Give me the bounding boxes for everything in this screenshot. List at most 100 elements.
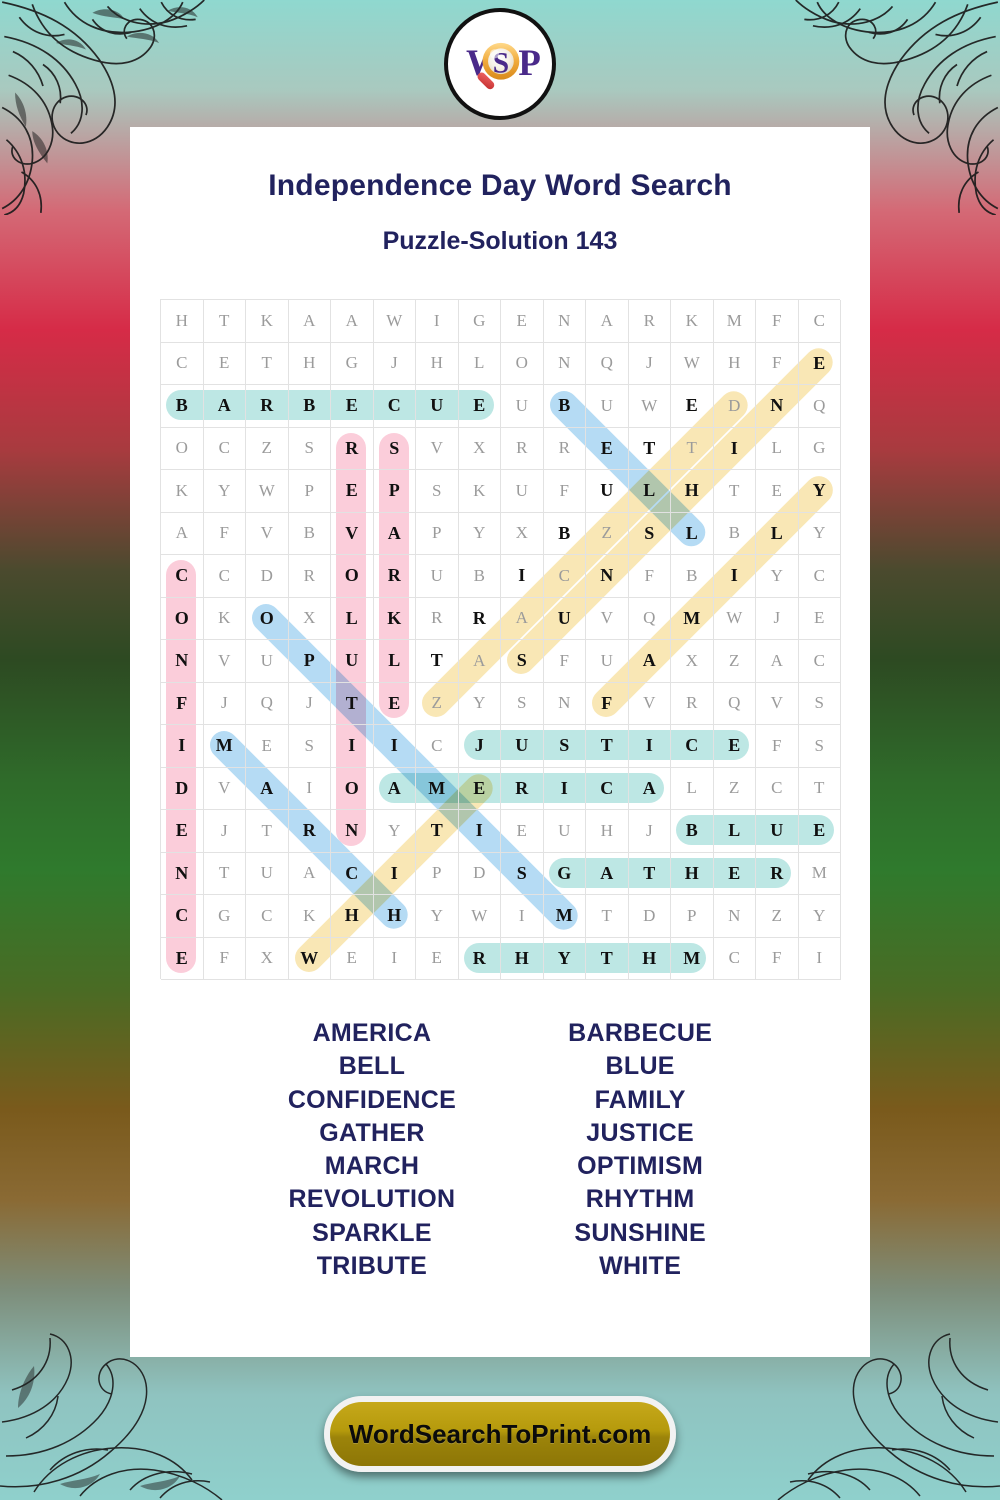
- grid-cell[interactable]: R: [501, 767, 544, 810]
- grid-cell[interactable]: Q: [628, 597, 671, 640]
- grid-cell[interactable]: H: [373, 895, 416, 938]
- grid-cell[interactable]: S: [543, 725, 586, 768]
- grid-cell[interactable]: D: [628, 895, 671, 938]
- grid-cell[interactable]: E: [501, 810, 544, 853]
- grid-cell[interactable]: O: [331, 555, 374, 598]
- grid-cell[interactable]: B: [288, 512, 331, 555]
- grid-cell[interactable]: B: [458, 555, 501, 598]
- grid-cell[interactable]: R: [331, 427, 374, 470]
- grid-cell[interactable]: W: [458, 895, 501, 938]
- grid-cell[interactable]: I: [798, 937, 841, 980]
- grid-cell[interactable]: S: [501, 640, 544, 683]
- grid-cell[interactable]: N: [161, 852, 204, 895]
- grid-cell[interactable]: U: [246, 640, 289, 683]
- grid-cell[interactable]: N: [543, 342, 586, 385]
- grid-cell[interactable]: J: [458, 725, 501, 768]
- grid-cell[interactable]: Y: [798, 470, 841, 513]
- grid-cell[interactable]: S: [288, 725, 331, 768]
- grid-cell[interactable]: I: [331, 725, 374, 768]
- grid-cell[interactable]: B: [713, 512, 756, 555]
- grid-cell[interactable]: I: [458, 810, 501, 853]
- grid-cell[interactable]: U: [416, 385, 459, 428]
- grid-cell[interactable]: A: [501, 597, 544, 640]
- grid-cell[interactable]: W: [246, 470, 289, 513]
- grid-cell[interactable]: C: [671, 725, 714, 768]
- grid-cell[interactable]: Q: [246, 682, 289, 725]
- grid-cell[interactable]: N: [543, 300, 586, 343]
- grid-cell[interactable]: F: [543, 470, 586, 513]
- grid-cell[interactable]: I: [501, 895, 544, 938]
- grid-cell[interactable]: U: [416, 555, 459, 598]
- grid-cell[interactable]: I: [713, 427, 756, 470]
- grid-cell[interactable]: U: [586, 385, 629, 428]
- grid-cell[interactable]: Q: [798, 385, 841, 428]
- grid-cell[interactable]: G: [543, 852, 586, 895]
- grid-cell[interactable]: A: [756, 640, 799, 683]
- grid-cell[interactable]: B: [288, 385, 331, 428]
- grid-cell[interactable]: M: [713, 300, 756, 343]
- grid-cell[interactable]: H: [288, 342, 331, 385]
- grid-cell[interactable]: L: [331, 597, 374, 640]
- grid-cell[interactable]: Z: [246, 427, 289, 470]
- grid-cell[interactable]: M: [671, 597, 714, 640]
- grid-cell[interactable]: C: [161, 555, 204, 598]
- grid-cell[interactable]: P: [671, 895, 714, 938]
- grid-cell[interactable]: I: [373, 852, 416, 895]
- grid-cell[interactable]: E: [501, 300, 544, 343]
- grid-cell[interactable]: L: [713, 810, 756, 853]
- grid-cell[interactable]: C: [416, 725, 459, 768]
- grid-cell[interactable]: L: [671, 767, 714, 810]
- grid-cell[interactable]: P: [288, 470, 331, 513]
- grid-cell[interactable]: E: [798, 342, 841, 385]
- grid-cell[interactable]: U: [543, 597, 586, 640]
- grid-cell[interactable]: A: [161, 512, 204, 555]
- grid-cell[interactable]: J: [756, 597, 799, 640]
- grid-cell[interactable]: N: [543, 682, 586, 725]
- grid-cell[interactable]: H: [628, 937, 671, 980]
- grid-cell[interactable]: S: [501, 682, 544, 725]
- grid-cell[interactable]: V: [331, 512, 374, 555]
- grid-cell[interactable]: E: [331, 470, 374, 513]
- grid-cell[interactable]: G: [203, 895, 246, 938]
- grid-cell[interactable]: E: [331, 937, 374, 980]
- grid-cell[interactable]: P: [288, 640, 331, 683]
- grid-cell[interactable]: C: [203, 555, 246, 598]
- grid-cell[interactable]: R: [288, 810, 331, 853]
- grid-cell[interactable]: F: [756, 725, 799, 768]
- grid-cell[interactable]: V: [246, 512, 289, 555]
- grid-cell[interactable]: X: [288, 597, 331, 640]
- grid-cell[interactable]: A: [586, 852, 629, 895]
- grid-cell[interactable]: M: [203, 725, 246, 768]
- grid-cell[interactable]: I: [373, 937, 416, 980]
- grid-cell[interactable]: T: [246, 810, 289, 853]
- grid-cell[interactable]: I: [713, 555, 756, 598]
- grid-cell[interactable]: K: [458, 470, 501, 513]
- grid-cell[interactable]: A: [288, 852, 331, 895]
- grid-cell[interactable]: T: [203, 852, 246, 895]
- grid-cell[interactable]: C: [798, 555, 841, 598]
- grid-cell[interactable]: J: [628, 342, 671, 385]
- grid-cell[interactable]: Y: [416, 895, 459, 938]
- grid-cell[interactable]: R: [246, 385, 289, 428]
- grid-cell[interactable]: F: [756, 300, 799, 343]
- grid-cell[interactable]: M: [543, 895, 586, 938]
- grid-cell[interactable]: R: [373, 555, 416, 598]
- grid-cell[interactable]: M: [416, 767, 459, 810]
- grid-cell[interactable]: T: [586, 937, 629, 980]
- grid-cell[interactable]: R: [501, 427, 544, 470]
- grid-cell[interactable]: Y: [373, 810, 416, 853]
- grid-cell[interactable]: W: [671, 342, 714, 385]
- grid-cell[interactable]: T: [713, 470, 756, 513]
- grid-cell[interactable]: C: [586, 767, 629, 810]
- grid-cell[interactable]: M: [798, 852, 841, 895]
- grid-cell[interactable]: Y: [798, 512, 841, 555]
- grid-cell[interactable]: Y: [543, 937, 586, 980]
- grid-cell[interactable]: R: [543, 427, 586, 470]
- grid-cell[interactable]: T: [586, 895, 629, 938]
- grid-cell[interactable]: X: [501, 512, 544, 555]
- grid-cell[interactable]: Z: [756, 895, 799, 938]
- grid-cell[interactable]: T: [798, 767, 841, 810]
- grid-cell[interactable]: K: [246, 300, 289, 343]
- grid-cell[interactable]: X: [671, 640, 714, 683]
- grid-cell[interactable]: T: [586, 725, 629, 768]
